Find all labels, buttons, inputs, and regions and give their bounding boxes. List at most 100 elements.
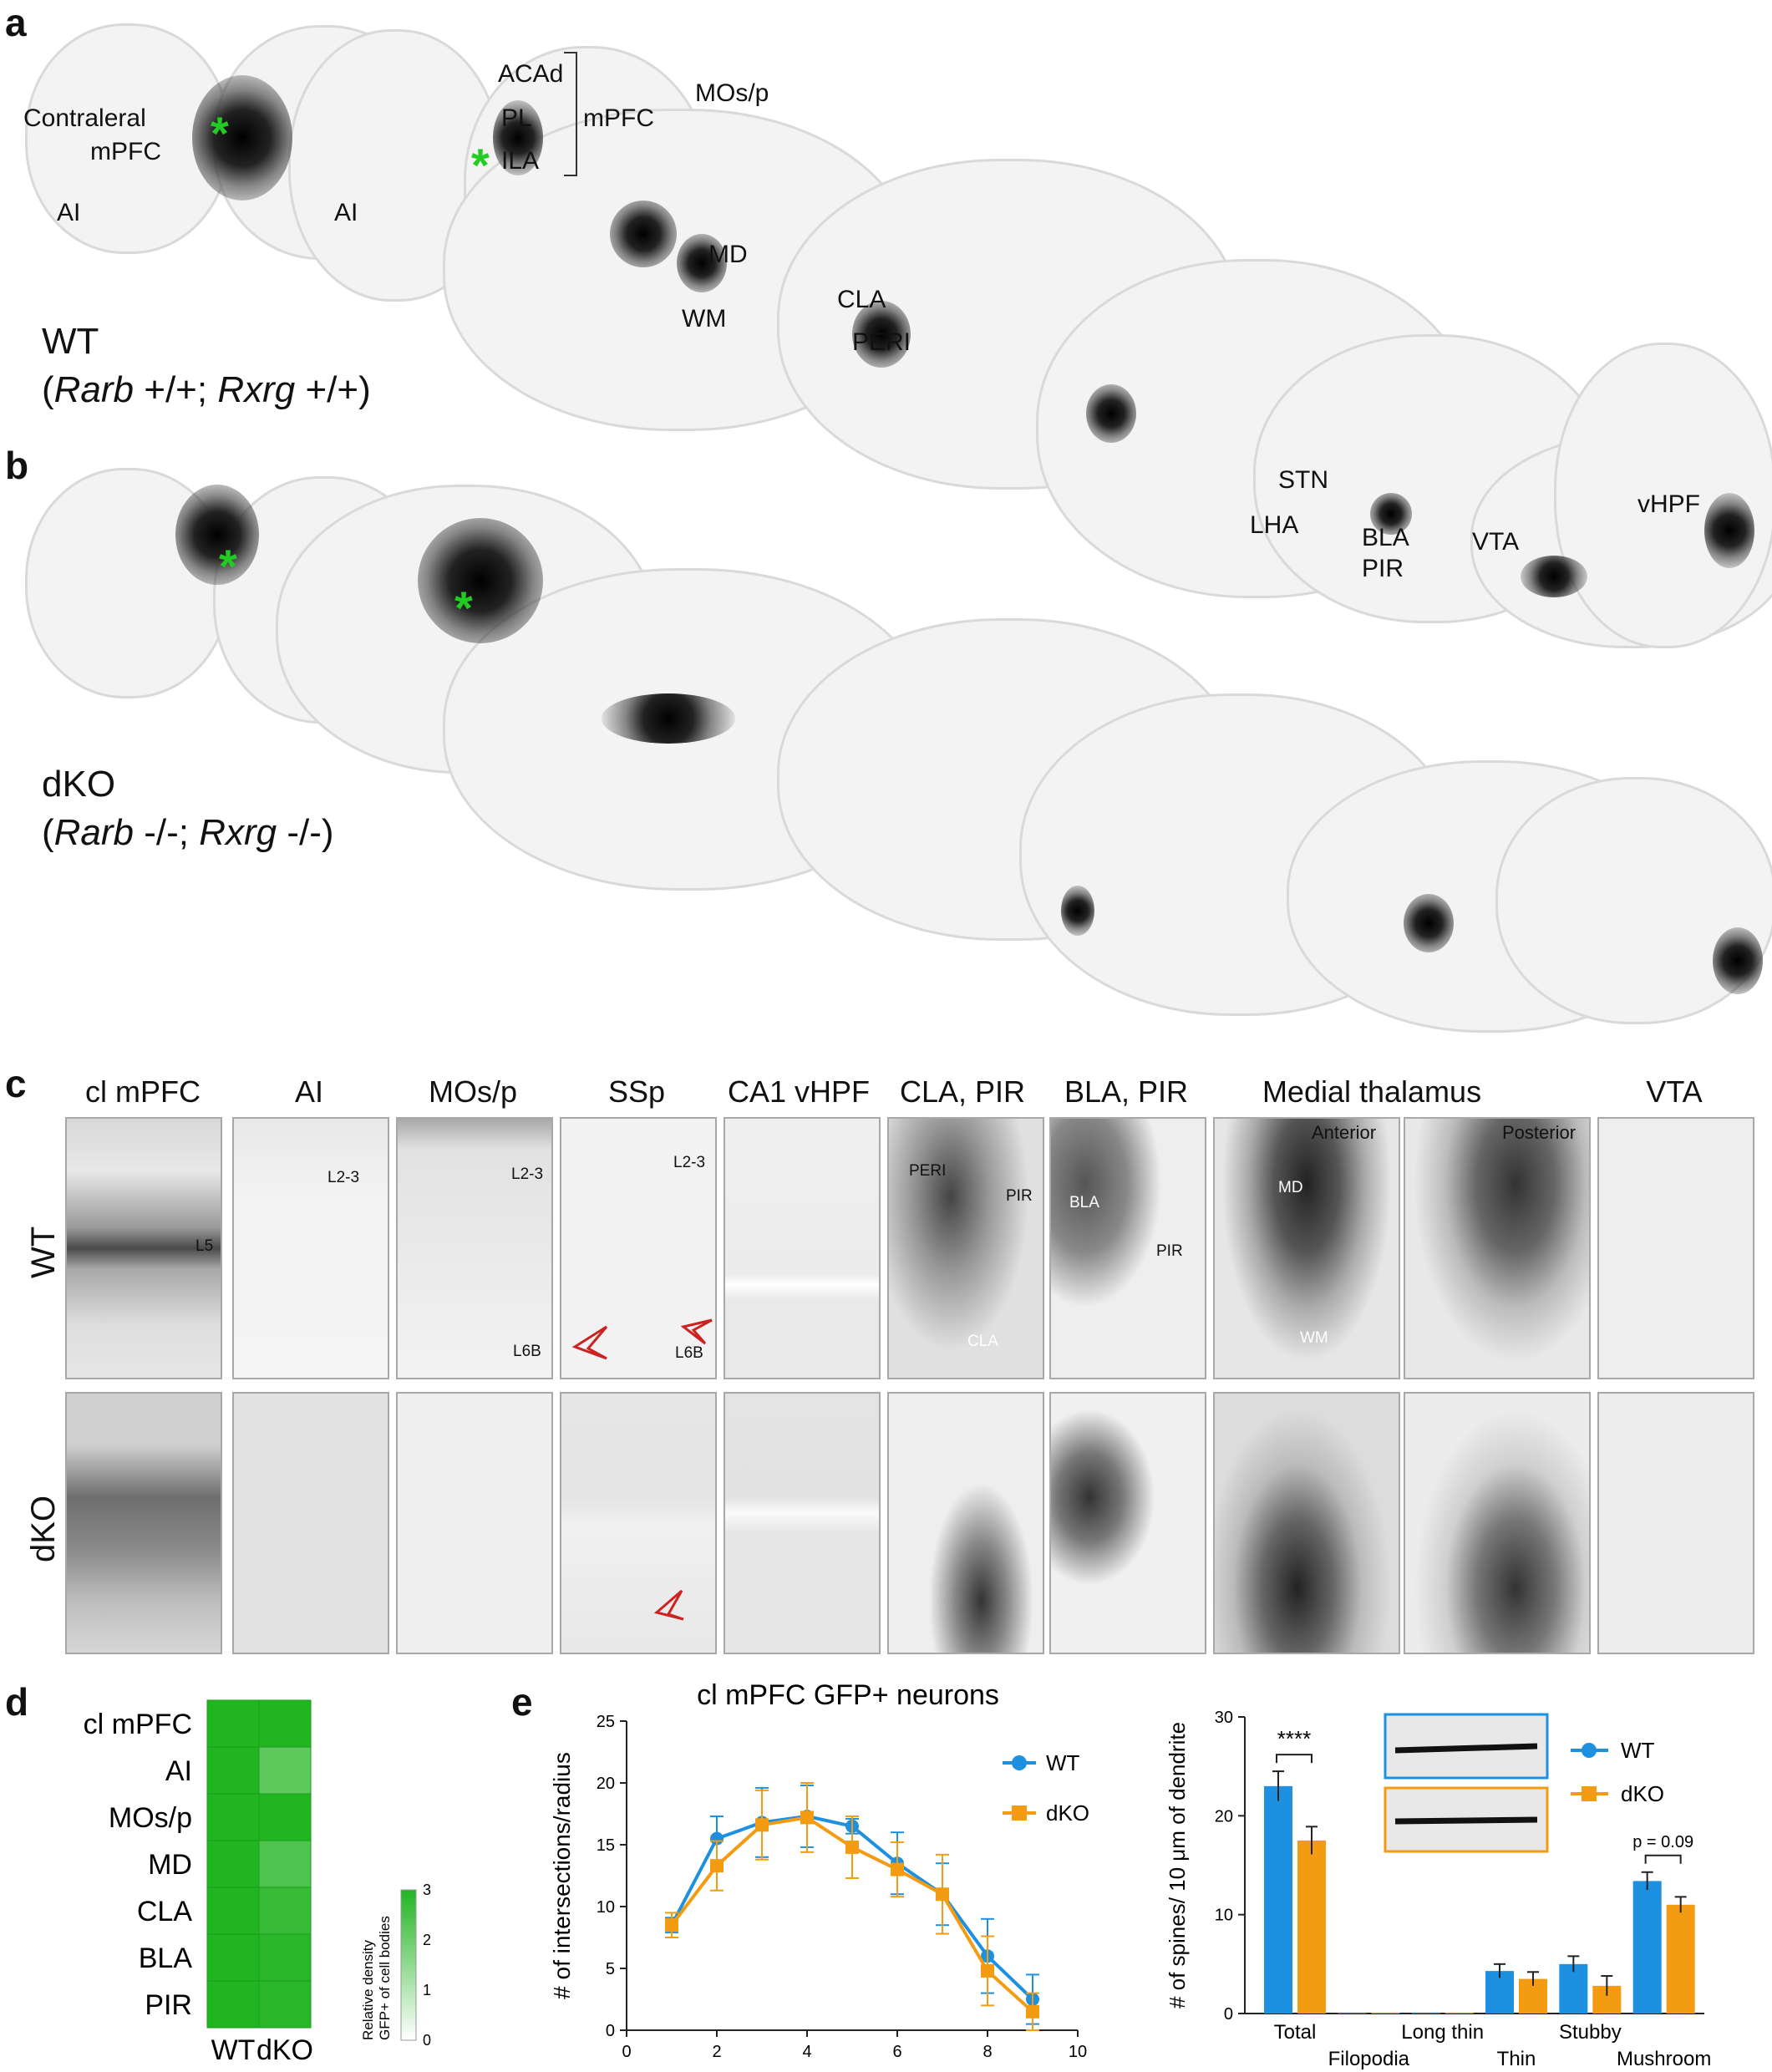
column-header: MOs/p	[428, 1074, 517, 1109]
micrograph-dko-thalamus-anterior	[1213, 1392, 1400, 1654]
micrograph-dko-ssp	[560, 1392, 717, 1654]
column-header: CLA, PIR	[899, 1074, 1026, 1109]
injection-site-marker: *	[211, 107, 229, 160]
micrograph-wt-mos: L2-3 L6B	[396, 1117, 553, 1379]
y-tick-label: 25	[597, 1713, 615, 1731]
region-label: PERI	[852, 328, 911, 356]
heatmap-row-label: AI	[165, 1755, 192, 1787]
heatmap-cell	[258, 1980, 312, 2029]
heatmap-cell	[258, 1699, 312, 1748]
x-tick-label: 10	[1069, 2043, 1087, 2061]
heatmap-column-label: WT	[211, 2034, 256, 2066]
arrowhead-marker	[680, 1318, 713, 1345]
legend-label: WT	[1621, 1738, 1655, 1763]
region-label: WM	[682, 305, 727, 333]
colorbar-tick: 2	[423, 1932, 431, 1948]
micrograph-wt-vta	[1597, 1117, 1754, 1379]
y-tick-label: 30	[1215, 1709, 1233, 1727]
panel-letter-a: a	[5, 1, 27, 44]
heatmap-row-label: BLA	[139, 1942, 193, 1974]
data-point	[891, 1862, 904, 1876]
region-label: CLA	[837, 286, 886, 313]
data-point	[755, 1818, 769, 1832]
colorbar-label: GFP+ of cell bodies	[377, 1916, 393, 2040]
data-point	[710, 1859, 724, 1873]
data-point	[936, 1887, 949, 1902]
region-label: AI	[57, 199, 81, 226]
injection-site-marker: *	[219, 540, 237, 592]
panel-letter-e: e	[511, 1680, 533, 1724]
region-label: LHA	[1250, 511, 1299, 539]
region-label: MD	[708, 241, 748, 268]
genotype-label-dko: dKO (Rarb -/-; Rxrg -/-)	[42, 764, 334, 853]
legend-label: WT	[1046, 1750, 1080, 1775]
y-tick-label: 20	[1215, 1807, 1233, 1826]
micrograph-wt-bla-pir: BLA PIR	[1049, 1117, 1206, 1379]
significance-bracket	[1276, 1754, 1312, 1764]
heatmap-column-label: dKO	[256, 2034, 313, 2066]
genotype-label-wt: WT (Rarb +/+; Rxrg +/+)	[42, 321, 371, 410]
mpfc-bracket	[564, 52, 577, 176]
region-label: VTA	[1472, 528, 1520, 556]
column-header: BLA, PIR	[1064, 1074, 1189, 1109]
category-label: Long thin	[1401, 2021, 1484, 2044]
heatmap-cell	[258, 1746, 312, 1795]
micrograph-dko-ca1-vhpf	[724, 1392, 881, 1654]
micrograph-dko-cl-mpfc	[65, 1392, 222, 1654]
bar	[1666, 1904, 1695, 2014]
micrograph-dko-cla-pir	[887, 1392, 1044, 1654]
micrograph-dko-mos	[396, 1392, 553, 1654]
data-point	[981, 1963, 994, 1978]
injection-site-marker: *	[454, 581, 473, 634]
injection-site-marker: *	[471, 139, 490, 191]
x-tick-label: 8	[982, 2043, 992, 2061]
column-header: CA1 vHPF	[727, 1074, 871, 1109]
heatmap-chart: cl mPFC AI MOs/p MD CLA BLA PIR WT dKO 0 1 2 3 Relati…	[84, 1699, 431, 2066]
legend-marker	[1012, 1805, 1027, 1821]
micrograph-dko-thalamus-posterior	[1404, 1392, 1591, 1654]
bar	[1485, 1971, 1514, 2014]
region-label: PIR	[1362, 555, 1404, 582]
category-label: Total	[1274, 2021, 1317, 2044]
y-tick-label: 0	[1224, 2005, 1233, 2024]
column-header: VTA	[1646, 1074, 1703, 1109]
heatmap-cell	[206, 1746, 260, 1795]
category-label: Mushroom	[1617, 2048, 1711, 2070]
data-point	[1026, 2004, 1039, 2019]
heatmap-cell	[258, 1887, 312, 1935]
micrograph-wt-ca1-vhpf	[724, 1117, 881, 1379]
micrograph-wt-ai: L2-3	[232, 1117, 389, 1379]
data-point	[845, 1840, 859, 1854]
significance-bracket	[1644, 1854, 1682, 1864]
legend-marker	[1582, 1743, 1597, 1758]
bar	[1411, 2012, 1440, 2014]
colorbar	[400, 1889, 417, 2041]
chart-title: cl mPFC GFP+ neurons	[697, 1679, 999, 1711]
arrowhead-marker	[571, 1325, 608, 1360]
category-label: Filopodia	[1328, 2048, 1410, 2070]
micrograph-wt-thalamus-anterior: Anterior MD WM	[1213, 1117, 1400, 1379]
micrograph-dko-bla-pir	[1049, 1392, 1206, 1654]
significance-label: p = 0.09	[1632, 1833, 1693, 1851]
bar	[1338, 2012, 1367, 2014]
micrograph-wt-ssp: L2-3 L6B	[560, 1117, 717, 1379]
column-header: AI	[294, 1074, 323, 1109]
y-axis-label: # of spines/ 10 μm of dendrite	[1165, 1722, 1190, 2009]
panel-letter-d: d	[5, 1680, 29, 1724]
heatmap-cell	[206, 1980, 260, 2029]
region-label: PL	[501, 104, 532, 132]
bar	[1264, 1785, 1292, 2014]
column-header: SSp	[607, 1074, 666, 1109]
y-tick-label: 15	[597, 1836, 615, 1855]
category-label: Thin	[1497, 2048, 1536, 2070]
region-label: STN	[1278, 466, 1328, 494]
region-label: ILA	[501, 147, 540, 175]
micrograph-dko-vta	[1597, 1392, 1754, 1654]
legend-label: dKO	[1046, 1800, 1089, 1826]
heatmap-cell	[206, 1933, 260, 1982]
dendrite-inset-dko	[1394, 1816, 1538, 1825]
bar	[1297, 1840, 1326, 2014]
bar	[1559, 1963, 1588, 2014]
data-point	[665, 1918, 678, 1932]
y-tick-label: 0	[606, 2022, 615, 2040]
